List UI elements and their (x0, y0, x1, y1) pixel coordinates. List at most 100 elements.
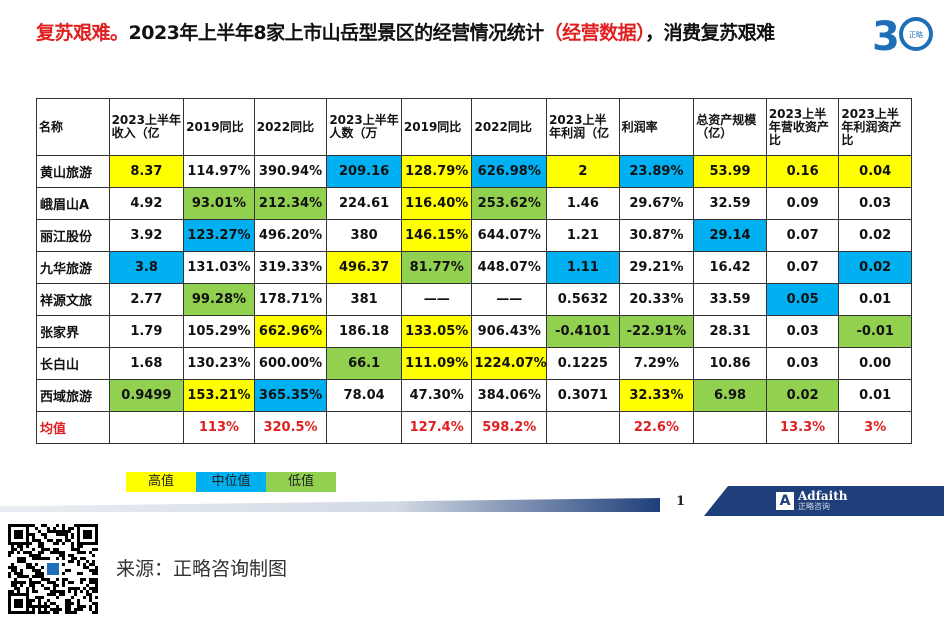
table-cell: 662.96% (253, 315, 328, 348)
table-cell: 0.16 (765, 155, 840, 188)
brand-subtitle: 正略咨询 (798, 502, 830, 511)
qr-code-icon (8, 524, 98, 614)
average-cell: 127.4% (400, 411, 473, 444)
page-number: 1 (676, 494, 686, 509)
table-cell: 29.67% (618, 187, 695, 220)
table-cell: 496.37 (326, 251, 402, 284)
company-name-cell: 峨眉山A (36, 187, 110, 220)
table-cell: 0.3071 (546, 379, 620, 412)
table-cell: 10.86 (693, 347, 767, 380)
company-name-cell: 丽江股份 (36, 219, 110, 252)
table-cell: 1.68 (108, 347, 185, 380)
table-cell: 81.77% (400, 251, 473, 284)
table-cell: 496.20% (253, 219, 328, 252)
company-name-cell: 长白山 (36, 347, 110, 380)
table-cell: 133.05% (400, 315, 473, 348)
table-cell: 0.5632 (546, 283, 620, 316)
table-cell: 224.61 (326, 187, 402, 220)
table-cell: 3.92 (108, 219, 185, 252)
title-tail: ，消费复苏艰难 (645, 22, 775, 44)
company-name-cell: 张家界 (36, 315, 110, 348)
table-cell: -22.91% (618, 315, 695, 348)
table-row: 九华旅游 3.8 131.03% 319.33% 496.37 81.77% 448.07%… (36, 251, 912, 284)
table-cell: 253.62% (471, 187, 548, 220)
table-cell: 0.02 (765, 379, 840, 412)
column-header: 2022同比 (471, 98, 548, 156)
table-body: 黄山旅游 8.37 114.97% 390.94% 209.16 128.79% 626.9… (36, 155, 912, 444)
company-name-cell: 九华旅游 (36, 251, 110, 284)
table-cell: 1.79 (108, 315, 185, 348)
anniversary-30-logo-icon: 3 正略 (872, 14, 933, 56)
legend-high: 高值 (126, 472, 196, 492)
table-cell: -0.4101 (546, 315, 620, 348)
table-cell: 0.07 (765, 219, 840, 252)
average-cell: 22.6% (618, 411, 695, 444)
footer-decor-bar (0, 498, 660, 512)
column-header: 2023上半年人数（万 (326, 98, 402, 156)
average-label-cell: 均值 (36, 411, 110, 444)
brand-name: Adfaith (798, 489, 848, 503)
table-cell: 7.29% (618, 347, 695, 380)
table-cell: 153.21% (183, 379, 255, 412)
table-cell: 8.37 (108, 155, 185, 188)
average-cell: 13.3% (765, 411, 840, 444)
table-cell: 2.77 (108, 283, 185, 316)
column-header: 2019同比 (400, 98, 473, 156)
table-cell: 66.1 (326, 347, 402, 380)
table-cell: 0.05 (765, 283, 840, 316)
table-cell: 4.92 (108, 187, 185, 220)
table-cell: 906.43% (471, 315, 548, 348)
table-cell: 626.98% (471, 155, 548, 188)
column-header: 2023上半年利润资产比 (838, 98, 912, 156)
table-cell: 380 (326, 219, 402, 252)
table-row: 西域旅游 0.9499 153.21% 365.35% 78.04 47.30% 384.0… (36, 379, 912, 412)
table-cell: 130.23% (183, 347, 255, 380)
table-cell: 28.31 (693, 315, 767, 348)
table-row: 张家界 1.79 105.29% 662.96% 186.18 133.05% 906.43… (36, 315, 912, 348)
slide: 复苏艰难。2023年上半年8家上市山岳型景区的经营情况统计（经营数据），消费复苏… (0, 14, 944, 516)
adfaith-logo-icon: A (776, 491, 794, 510)
column-header: 2023上半年营收资产比 (765, 98, 840, 156)
table-cell: 33.59 (693, 283, 767, 316)
table-cell: 114.97% (183, 155, 255, 188)
svg-text:3: 3 (872, 14, 900, 56)
table-cell: 384.06% (471, 379, 548, 412)
table-cell: 1.46 (546, 187, 620, 220)
average-cell: 598.2% (471, 411, 548, 444)
table-cell: 0.03 (765, 347, 840, 380)
table-cell: 16.42 (693, 251, 767, 284)
table-cell: 178.71% (253, 283, 328, 316)
column-header: 2023上半年利润（亿 (546, 98, 620, 156)
table-cell: 319.33% (253, 251, 328, 284)
table-cell: 123.27% (183, 219, 255, 252)
table-cell: 212.34% (253, 187, 328, 220)
table-cell: 0.01 (838, 283, 912, 316)
table-cell: 53.99 (693, 155, 767, 188)
table-cell: 0.1225 (546, 347, 620, 380)
average-cell (546, 411, 620, 444)
table-cell: 105.29% (183, 315, 255, 348)
average-cell (108, 411, 185, 444)
table-cell: 0.9499 (108, 379, 185, 412)
average-cell (693, 411, 767, 444)
table-cell: 0.01 (838, 379, 912, 412)
table-cell: 111.09% (400, 347, 473, 380)
table-cell: 600.00% (253, 347, 328, 380)
table-cell: 0.09 (765, 187, 840, 220)
column-header: 名称 (36, 98, 110, 156)
average-cell (326, 411, 402, 444)
table-cell: 0.02 (838, 251, 912, 284)
brand-bar (704, 486, 944, 516)
table-cell: 131.03% (183, 251, 255, 284)
table-row: 长白山 1.68 130.23% 600.00% 66.1 111.09% 1224.07%… (36, 347, 912, 380)
column-header: 2022同比 (253, 98, 328, 156)
table-cell: 390.94% (253, 155, 328, 188)
table-cell: 381 (326, 283, 402, 316)
source-caption: 来源：正略咨询制图 (116, 558, 288, 580)
company-name-cell: 黄山旅游 (36, 155, 110, 188)
table-cell: 365.35% (253, 379, 328, 412)
table-row: 黄山旅游 8.37 114.97% 390.94% 209.16 128.79% 626.9… (36, 155, 912, 188)
brand-logo: A Adfaith 正略咨询 (776, 490, 847, 511)
average-cell: 3% (838, 411, 912, 444)
color-legend: 高值 中位值 低值 (126, 472, 336, 492)
